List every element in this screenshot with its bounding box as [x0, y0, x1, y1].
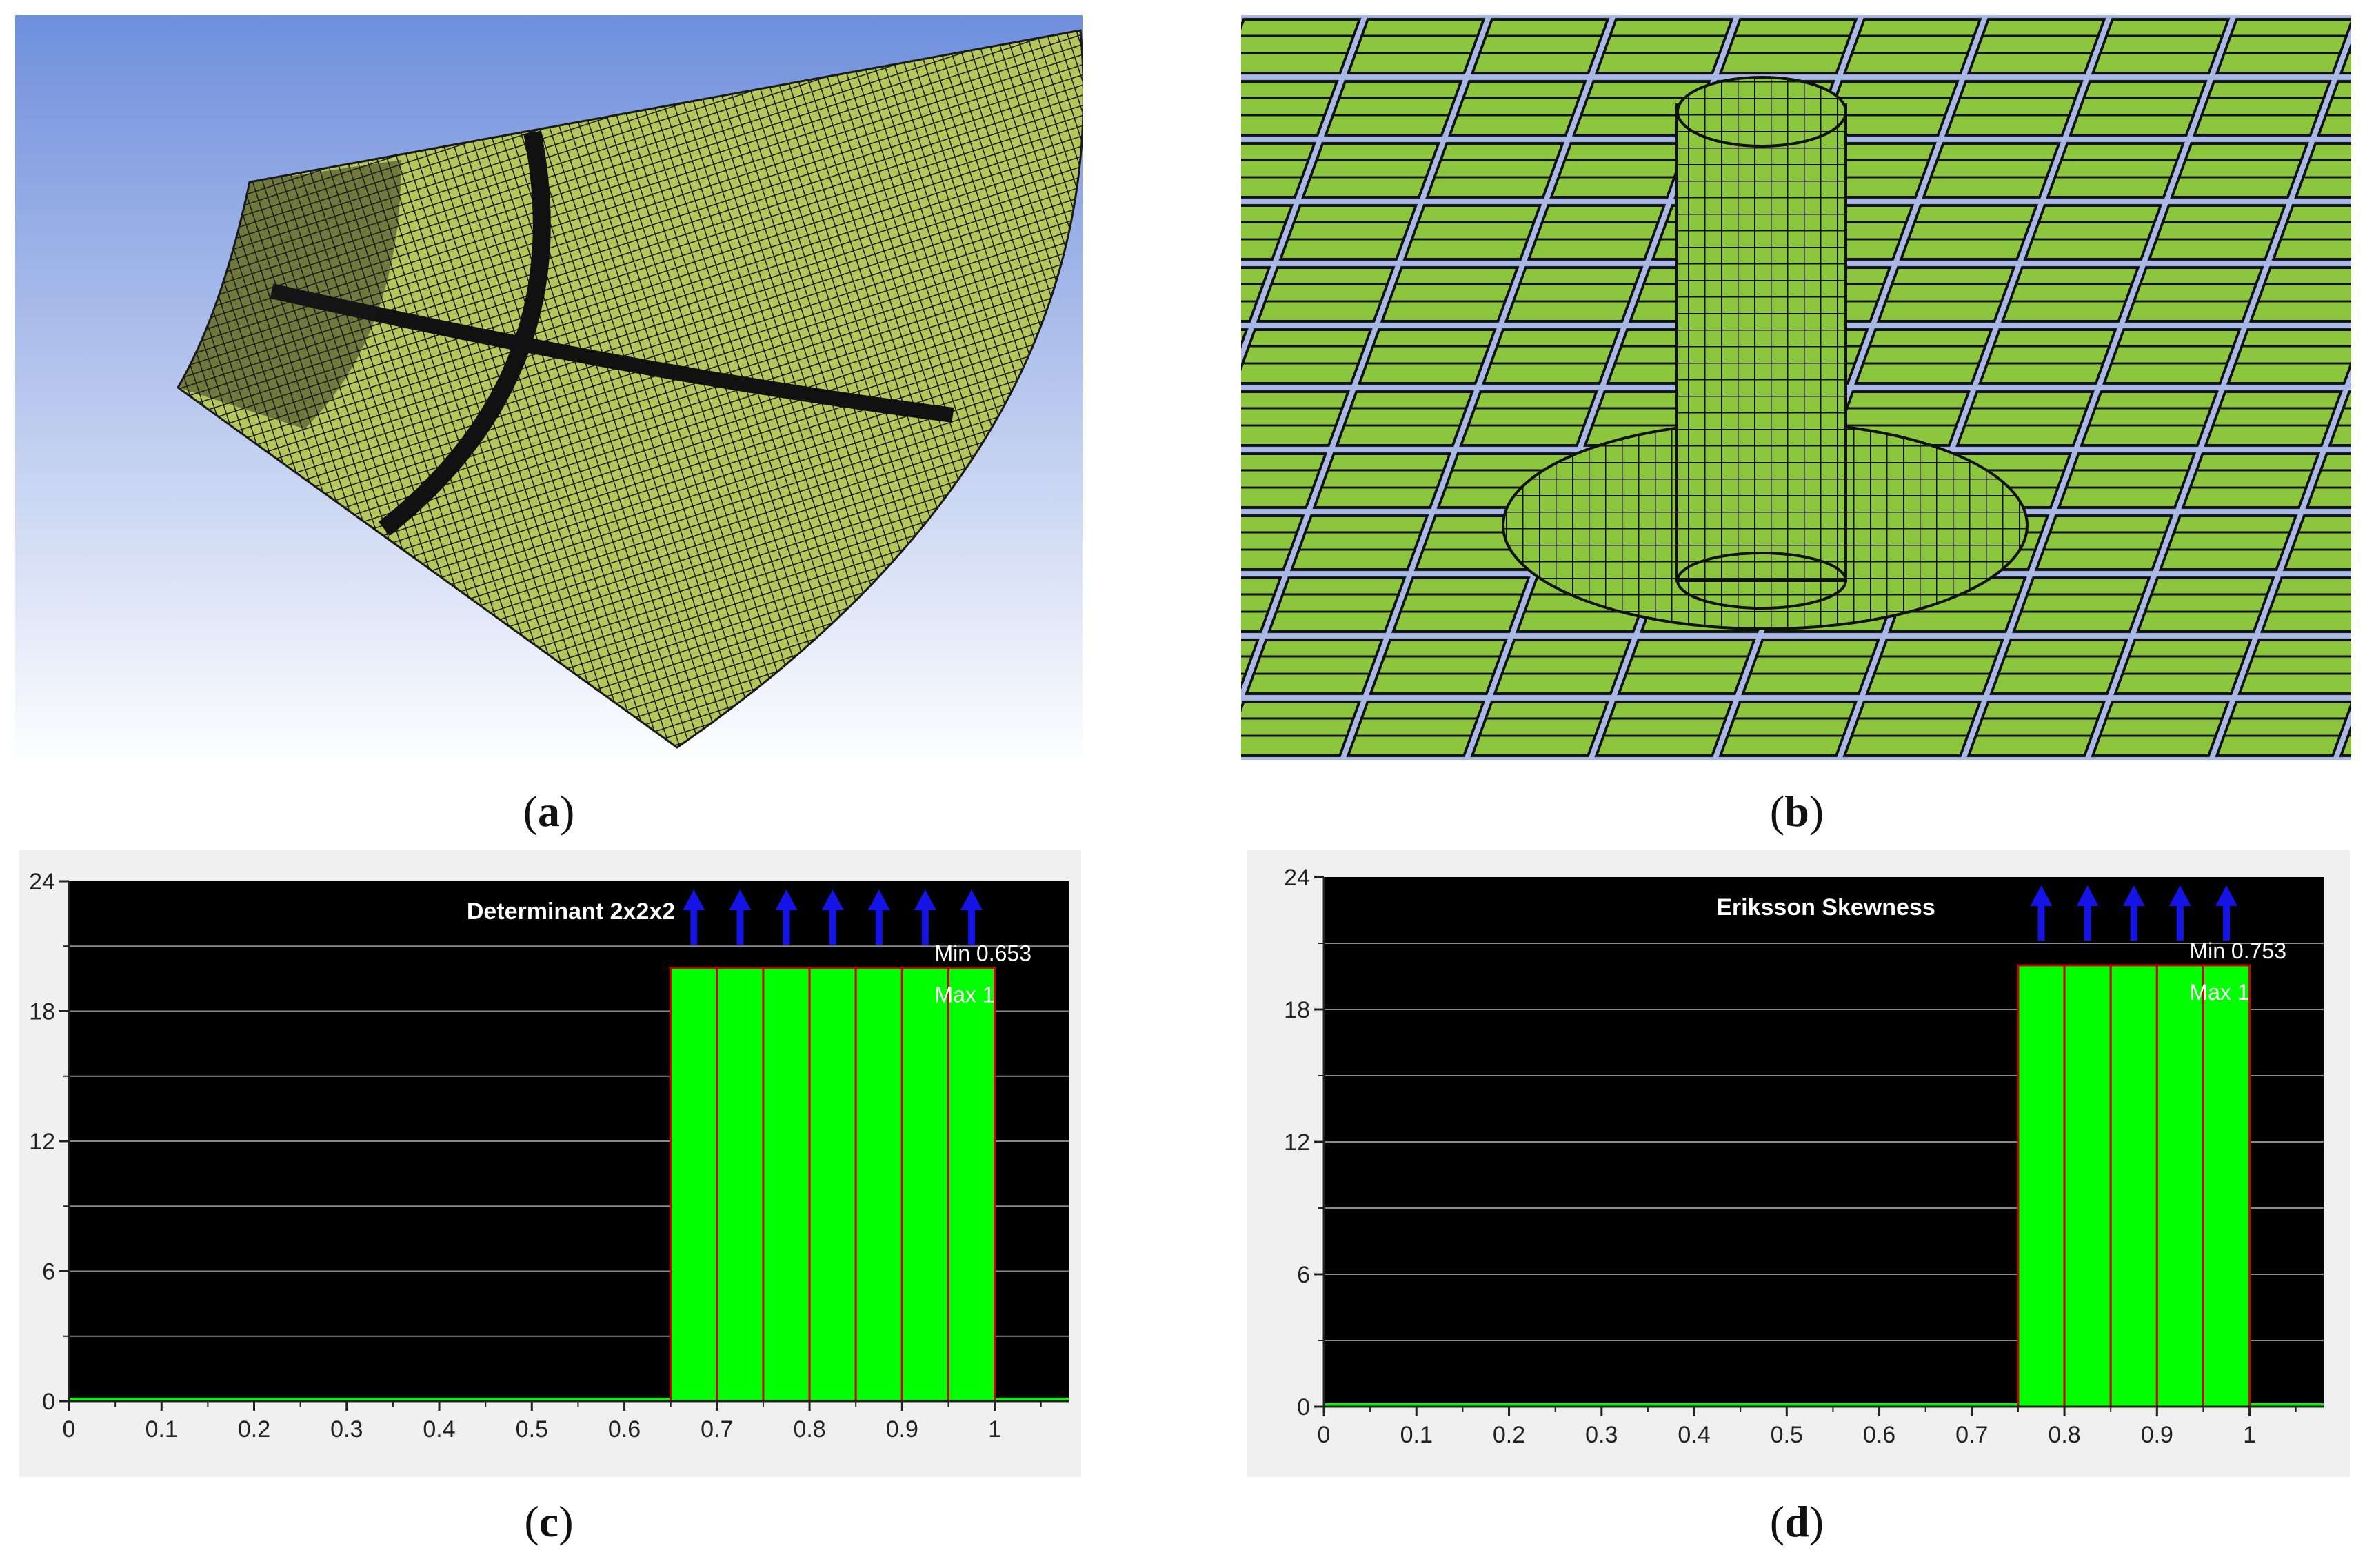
min-annotation: Min 0.753: [2189, 938, 2286, 963]
caption-a: (a): [523, 787, 575, 836]
y-tick-label: 6: [1297, 1262, 1310, 1288]
caption-c: (c): [524, 1497, 574, 1546]
y-tick-label: 12: [29, 1129, 55, 1155]
up-arrow-icon: [867, 889, 890, 945]
up-arrow-icon: [821, 889, 844, 945]
chart-title: Determinant 2x2x2: [467, 898, 675, 925]
arrow-head: [775, 889, 798, 910]
skewness-histogram: 0 6 12 18 24 0 0.1 0.2 0.3 0.4 0.5 0.6 0.7 0.8 0.9 1 Eri…: [1247, 850, 2350, 1477]
arrow-head: [960, 889, 983, 910]
min-annotation: Min 0.653: [934, 941, 1031, 966]
cylinder-bottom: [1676, 552, 1847, 610]
chart-title: Eriksson Skewness: [1716, 894, 1935, 921]
panel-c-histogram: 0 6 12 18 24 0 0.1 0.2 0.3 0.4 0.5 0.6 0.7 0.8 0.9 1 Det…: [19, 850, 1081, 1477]
arrow-head: [2215, 885, 2238, 906]
max-annotation: Max 1: [934, 983, 994, 1007]
histogram-bar: [2063, 964, 2112, 1408]
mesh-refinement-band: [270, 283, 954, 423]
x-tick-label: 0.8: [793, 1416, 825, 1443]
histogram-bar: [947, 967, 996, 1403]
x-tick-label: 0.9: [886, 1416, 918, 1443]
x-tick-label: 0.3: [1585, 1422, 1618, 1448]
x-tick-label: 0.7: [1955, 1422, 1988, 1448]
arrow-head: [729, 889, 752, 910]
baseline-strip: [1324, 1403, 2324, 1407]
x-tick-label: 0: [1318, 1422, 1331, 1448]
arrow-head: [867, 889, 890, 910]
x-tick-label: 1: [988, 1416, 1001, 1443]
cylinder-body: [1675, 103, 1847, 582]
histogram-bar: [762, 967, 811, 1403]
histogram-bar: [2109, 964, 2158, 1408]
up-arrow-icon: [960, 889, 983, 945]
y-tick-label: 6: [42, 1259, 55, 1285]
caption-d: (d): [1769, 1497, 1824, 1546]
cylinder-mesh-image: [1241, 15, 2351, 760]
histogram-bar: [2017, 964, 2066, 1408]
y-tick-label: 12: [1284, 1129, 1310, 1156]
x-tick-label: 0.6: [1863, 1422, 1895, 1448]
fan-mesh-surface: [177, 29, 1083, 749]
x-tick-label: 0.8: [2048, 1422, 2080, 1448]
panel-a-mesh: [15, 15, 1083, 767]
x-tick-label: 0.1: [1400, 1422, 1433, 1448]
x-tick-label: 0.2: [238, 1416, 270, 1443]
up-arrow-icon: [914, 889, 936, 945]
max-annotation: Max 1: [2189, 980, 2249, 1005]
x-tick-label: 0.5: [516, 1416, 548, 1443]
histogram-bar: [854, 967, 903, 1403]
y-tick-label: 24: [29, 869, 55, 895]
up-arrow-icon: [2168, 885, 2191, 941]
x-tick-label: 0.9: [2141, 1422, 2173, 1448]
y-tick-label: 0: [42, 1389, 55, 1415]
up-arrow-icon: [729, 889, 752, 945]
panel-d-histogram: 0 6 12 18 24 0 0.1 0.2 0.3 0.4 0.5 0.6 0.7 0.8 0.9 1 Eri…: [1247, 850, 2350, 1477]
baseline-strip: [69, 1398, 1069, 1402]
mesh-refinement-arc: [378, 130, 551, 536]
histogram-bar: [2202, 964, 2251, 1408]
up-arrow-icon: [2076, 885, 2099, 941]
x-tick-label: 0.7: [701, 1416, 733, 1443]
y-tick-label: 24: [1284, 865, 1310, 891]
x-tick-label: 0.4: [1678, 1422, 1710, 1448]
arrow-head: [683, 889, 705, 910]
arrow-head: [821, 889, 844, 910]
mesh-dense-inner-region: [178, 160, 401, 429]
x-tick-label: 0.4: [423, 1416, 455, 1443]
y-tick-label: 18: [29, 999, 55, 1025]
up-arrow-icon: [683, 889, 705, 945]
caption-b: (b): [1769, 787, 1824, 836]
y-tick-label: 0: [1297, 1394, 1310, 1420]
up-arrow-icon: [2215, 885, 2238, 941]
histogram-bar: [808, 967, 857, 1403]
x-tick-label: 1: [2243, 1422, 2256, 1448]
y-tick-label: 18: [1284, 997, 1310, 1023]
x-tick-label: 0.3: [330, 1416, 363, 1443]
x-tick-label: 0.5: [1771, 1422, 1803, 1448]
x-tick-label: 0.6: [608, 1416, 641, 1443]
arrow-head: [2076, 885, 2099, 906]
x-tick-label: 0.1: [145, 1416, 178, 1443]
arrow-head: [2168, 885, 2191, 906]
up-arrow-icon: [2030, 885, 2053, 941]
histogram-bar: [900, 967, 949, 1403]
up-arrow-icon: [775, 889, 798, 945]
x-tick-label: 0.2: [1493, 1422, 1525, 1448]
panel-b-mesh: [1241, 15, 2351, 760]
arrow-head: [914, 889, 936, 910]
histogram-bar: [670, 967, 718, 1403]
arrow-head: [2030, 885, 2053, 906]
arrow-head: [2122, 885, 2145, 906]
histogram-bar: [716, 967, 765, 1403]
histogram-bar: [2155, 964, 2204, 1408]
fan-mesh-image: [15, 15, 1083, 767]
x-tick-label: 0: [63, 1416, 76, 1443]
up-arrow-icon: [2122, 885, 2145, 941]
cylinder-top: [1676, 76, 1847, 148]
determinant-histogram: 0 6 12 18 24 0 0.1 0.2 0.3 0.4 0.5 0.6 0.7 0.8 0.9 1 Det…: [19, 850, 1081, 1477]
